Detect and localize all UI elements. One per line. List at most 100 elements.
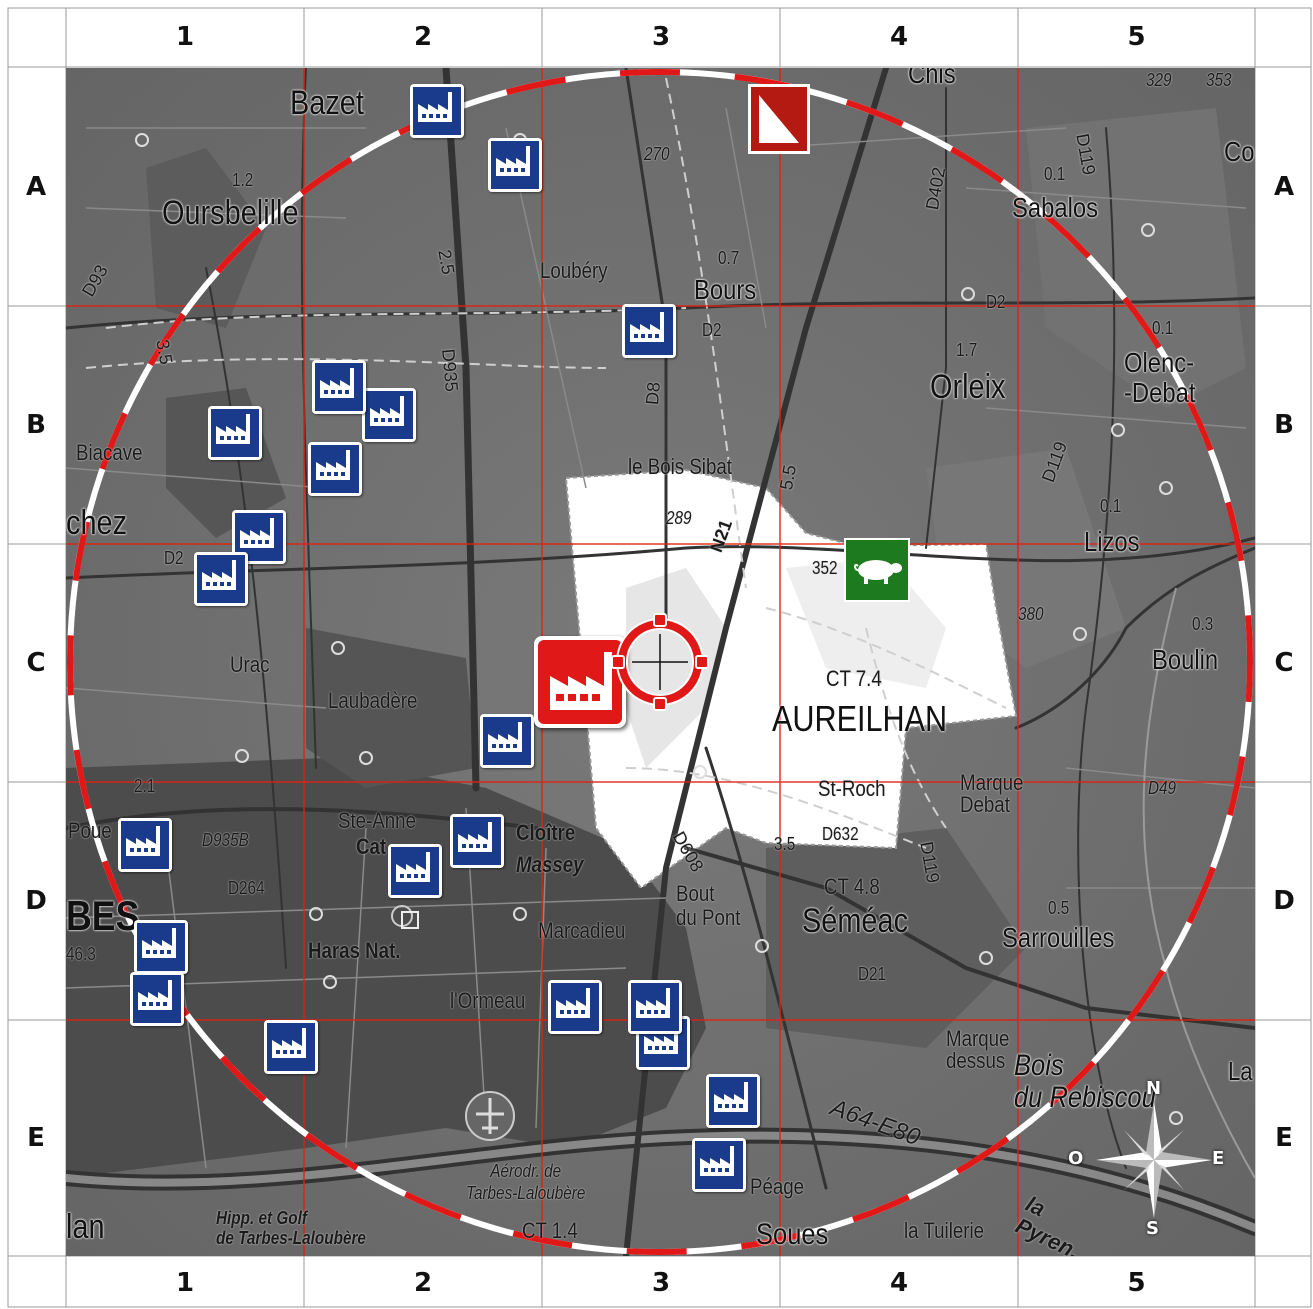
ct-4-8: CT 4.8: [824, 874, 880, 899]
val-3-5-b: 3.5: [774, 834, 796, 854]
col-footer-4: 4: [780, 1257, 1018, 1309]
facility-marker[interactable]: [628, 980, 682, 1034]
label-bois-du-rebiscou: Bois du Rebiscou: [1014, 1049, 1156, 1114]
facility-marker[interactable]: [692, 1138, 746, 1192]
map-canvas[interactable]: Bazet Oursbelille Bours Orleix Olenc- -D…: [66, 68, 1255, 1256]
val-0-1-b: 0.1: [1152, 318, 1174, 338]
factory-icon: [126, 826, 160, 856]
facility-marker[interactable]: [194, 552, 248, 606]
facility-marker[interactable]: [134, 920, 188, 974]
facility-marker[interactable]: [264, 1020, 318, 1074]
label-oursbelille: Oursbelille: [162, 194, 299, 232]
label-semeac: Séméac: [802, 902, 909, 940]
label-bizacave: Biacave: [76, 440, 143, 465]
facility-marker[interactable]: [388, 844, 442, 898]
val-0-5: 0.5: [1048, 898, 1070, 918]
compass-west-label: O: [1068, 1148, 1084, 1169]
label-la-tuilerie: la Tuilerie: [904, 1218, 985, 1243]
facility-marker[interactable]: [480, 714, 534, 768]
label-peage: Péage: [750, 1174, 805, 1199]
factory-icon: [556, 988, 590, 1018]
val-2-5-a: 2.5: [434, 248, 459, 277]
label-la: La: [1228, 1056, 1253, 1086]
pig-icon: [854, 560, 902, 584]
factory-icon: [488, 722, 522, 752]
row-header-right-D: D: [1257, 782, 1311, 1020]
label-olenc-debat: Olenc- -Debat: [1124, 347, 1196, 408]
facility-marker[interactable]: [622, 304, 676, 358]
factory-icon: [630, 312, 664, 342]
val-0-3: 0.3: [1192, 614, 1214, 634]
label-boulin: Boulin: [1152, 644, 1219, 675]
col-header-1: 1: [66, 8, 304, 66]
row-header-right-A: A: [1257, 68, 1311, 306]
label-lizos: Lizos: [1084, 526, 1140, 557]
road-d935b: D935B: [202, 830, 249, 850]
label-cloitre: Cloître: [516, 820, 576, 845]
label-urac: Urac: [230, 652, 270, 677]
hazard-marker[interactable]: [748, 84, 810, 154]
val-0-1-c: 0.1: [1100, 496, 1122, 516]
facility-marker[interactable]: [362, 388, 416, 442]
compass-south-label: S: [1146, 1218, 1159, 1239]
factory-icon: [320, 368, 354, 398]
elev-353: 353: [1206, 70, 1232, 90]
factory-icon: [636, 988, 670, 1018]
factory-icon: [240, 518, 274, 548]
facility-marker[interactable]: [118, 818, 172, 872]
ct-1-4: CT 1.4: [522, 1218, 578, 1243]
label-bazet: Bazet: [290, 84, 364, 122]
facility-marker[interactable]: [450, 814, 504, 868]
label-laubadere: Laubadère: [328, 688, 418, 713]
factory-icon: [272, 1028, 306, 1058]
facility-marker[interactable]: [488, 138, 542, 192]
road-d632: D632: [822, 824, 859, 844]
facility-marker[interactable]: [410, 84, 464, 138]
label-hipp-golf: Hipp. et Golf de Tarbes-Laloubère: [216, 1208, 366, 1248]
facility-marker[interactable]: [706, 1074, 760, 1128]
facility-marker[interactable]: [308, 442, 362, 496]
label-poue: Poue: [68, 818, 112, 843]
compass-east-label: E: [1212, 1148, 1225, 1169]
val-3-5-a: 3.5: [152, 338, 177, 367]
factory-icon: [644, 1024, 678, 1054]
val-1-7: 1.7: [956, 340, 978, 360]
label-bout-du-pont: Bout du Pont: [676, 881, 741, 930]
facility-marker[interactable]: [130, 972, 184, 1026]
factory-icon: [142, 928, 176, 958]
elev-289: 289: [666, 508, 692, 528]
row-header-E: E: [8, 1020, 64, 1256]
label-cat: Cat: [356, 834, 387, 859]
col-footer-2: 2: [304, 1257, 542, 1309]
val-5-5: 5.5: [776, 463, 801, 492]
road-d8: D8: [642, 381, 664, 406]
road-d21: D21: [858, 964, 887, 984]
road-d2-b: D2: [164, 548, 184, 568]
factory-icon: [370, 396, 404, 426]
label-haras-nat: Haras Nat.: [308, 938, 401, 963]
road-d935: D935: [438, 348, 462, 393]
label-sarrouilles: Sarrouilles: [1002, 922, 1115, 953]
label-ste-anne: Ste-Anne: [338, 808, 416, 833]
row-header-A: A: [8, 68, 64, 306]
col-header-4: 4: [780, 8, 1018, 66]
road-d264: D264: [228, 878, 265, 898]
target-facility-marker[interactable]: [534, 636, 626, 728]
facility-marker[interactable]: [208, 406, 262, 460]
val-0-7: 0.7: [718, 248, 740, 268]
row-header-right-C: C: [1257, 544, 1311, 782]
facility-marker[interactable]: [548, 980, 602, 1034]
road-d49: D49: [1148, 778, 1177, 798]
label-bours: Bours: [694, 274, 757, 305]
label-chez: chez: [66, 504, 128, 542]
facility-marker[interactable]: [312, 360, 366, 414]
crosshair-target-icon: [611, 613, 709, 711]
elev-352: 352: [812, 558, 838, 578]
compass-rose-icon: [1096, 1102, 1212, 1218]
label-lormeau: l'Ormeau: [450, 988, 526, 1013]
livestock-marker[interactable]: [844, 538, 910, 602]
col-header-5: 5: [1018, 8, 1255, 66]
elev-380: 380: [1018, 604, 1044, 624]
factory-icon: [216, 414, 250, 444]
